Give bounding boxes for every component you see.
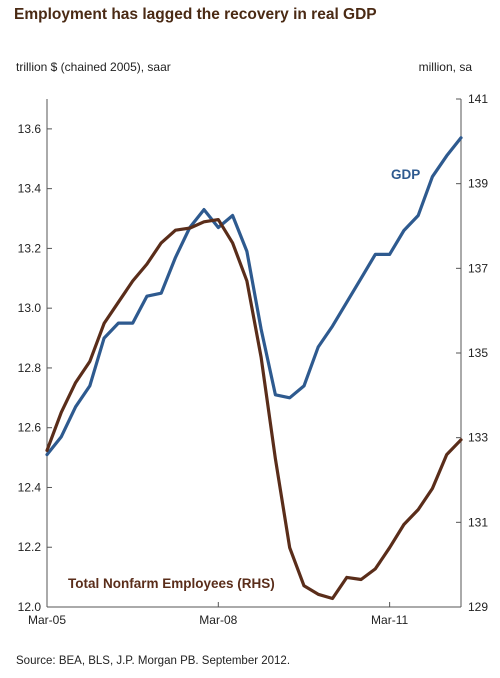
x-axis-tick-label: Mar-11 (371, 613, 408, 627)
right-axis-tick-label: 141 (468, 92, 488, 106)
left-axis-tick-label: 13.0 (18, 301, 42, 315)
left-axis-tick-label: 12.4 (18, 480, 42, 494)
right-axis-tick-label: 129 (468, 600, 488, 614)
left-axis-tick-label: 12.2 (18, 540, 42, 554)
right-axis-tick-label: 139 (468, 177, 488, 191)
left-axis-tick-label: 13.4 (18, 182, 42, 196)
left-axis-tick-label: 12.0 (18, 600, 42, 614)
right-axis-tick-label: 131 (468, 515, 488, 529)
x-axis-tick-label: Mar-08 (199, 613, 237, 627)
right-axis-tick-label: 133 (468, 431, 488, 445)
right-axis-tick-label: 135 (468, 346, 488, 360)
x-axis-tick-label: Mar-05 (28, 613, 66, 627)
gdp-series-label: GDP (391, 167, 420, 182)
source-note: Source: BEA, BLS, J.P. Morgan PB. Septem… (16, 655, 291, 667)
employment-series-line (45, 218, 463, 601)
right-axis-unit-label: million, sa (418, 60, 472, 74)
left-axis-tick-label: 13.2 (18, 241, 42, 255)
left-axis-unit-label: trillion $ (chained 2005), saar (16, 60, 171, 74)
employment-series-label: Total Nonfarm Employees (RHS) (68, 576, 275, 591)
right-axis-tick-label: 137 (468, 261, 488, 275)
chart-title: Employment has lagged the recovery in re… (14, 6, 377, 23)
gdp-series-line (45, 136, 463, 457)
left-axis-tick-label: 13.6 (18, 122, 42, 136)
left-axis-tick-label: 12.6 (18, 421, 42, 435)
left-axis-tick-label: 12.8 (18, 361, 42, 375)
